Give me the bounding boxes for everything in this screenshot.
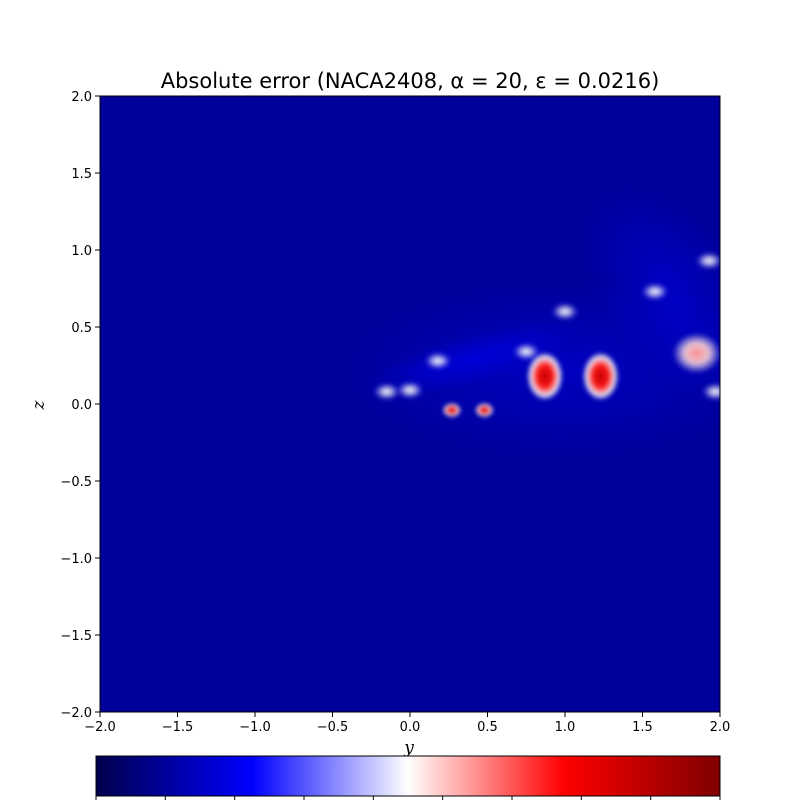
- y-tick-label: −1.5: [60, 629, 92, 644]
- x-tick-label: −2.0: [84, 720, 116, 735]
- x-tick-label: 2.0: [710, 720, 731, 735]
- error-hotspot: [701, 382, 720, 401]
- x-tick-label: 1.5: [632, 720, 653, 735]
- y-axis: 2.0 1.5 1.0 0.5 0.0 −0.5 −1.0 −1.5 −2.0: [60, 90, 100, 721]
- chart-title: Absolute error (NACA2408, α = 20, ε = 0.…: [161, 69, 660, 93]
- hotspot-group: [372, 251, 720, 418]
- y-tick-label: −1.0: [60, 552, 92, 567]
- wake-region-streak: [363, 322, 577, 398]
- error-hotspot: [640, 282, 669, 301]
- error-hotspot: [582, 352, 619, 401]
- error-hotspot: [526, 352, 563, 401]
- x-tick-label: 1.0: [555, 720, 576, 735]
- error-hotspot: [442, 403, 461, 418]
- x-tick-label: −0.5: [317, 720, 349, 735]
- error-hotspot: [672, 333, 720, 374]
- y-tick-label: 1.0: [71, 244, 92, 259]
- x-tick-label: −1.0: [239, 720, 271, 735]
- x-tick-label: 0.0: [400, 720, 421, 735]
- y-tick-label: 0.0: [71, 398, 92, 413]
- x-tick-label: 0.5: [477, 720, 498, 735]
- heatmap-field: [340, 183, 720, 460]
- error-hotspot: [372, 382, 401, 401]
- x-axis-label: y: [403, 738, 414, 758]
- error-hotspot: [396, 381, 424, 400]
- colorbar: [95, 755, 721, 797]
- error-hotspot: [512, 342, 541, 361]
- colorbar-ticks: [95, 796, 721, 800]
- y-tick-label: 1.5: [71, 167, 92, 182]
- y-tick-label: −0.5: [60, 475, 92, 490]
- y-tick-label: 0.5: [71, 321, 92, 336]
- error-hotspot: [475, 403, 494, 418]
- x-tick-label: −1.5: [162, 720, 194, 735]
- y-tick-label: −2.0: [60, 706, 92, 721]
- error-hotspot: [551, 302, 579, 321]
- x-axis: −2.0 −1.5 −1.0 −0.5 0.0 0.5 1.0 1.5 2.0: [84, 712, 730, 735]
- error-hotspot: [423, 351, 452, 370]
- y-axis-label: z: [29, 399, 49, 410]
- error-hotspot: [695, 251, 720, 270]
- y-tick-label: 2.0: [71, 90, 92, 105]
